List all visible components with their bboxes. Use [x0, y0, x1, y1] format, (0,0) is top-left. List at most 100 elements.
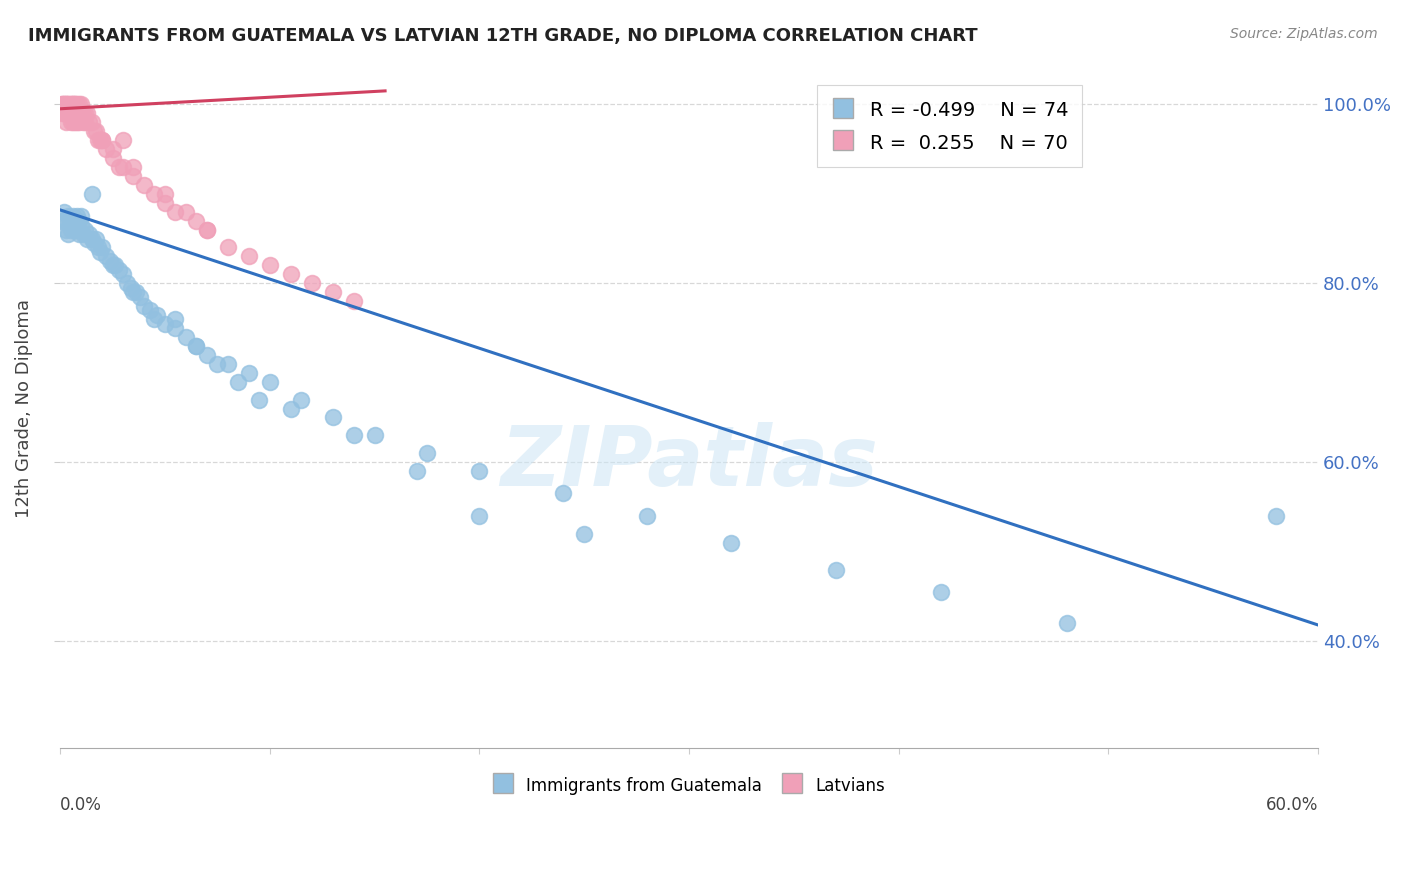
Point — [62, 209, 84, 223]
Point — [132, 299, 155, 313]
Point — [70, 97, 93, 112]
Point — [122, 169, 145, 183]
Point — [55, 115, 77, 129]
Point — [67, 115, 90, 129]
Point — [1056, 616, 1078, 631]
Point — [238, 366, 260, 380]
Point — [259, 375, 281, 389]
Point — [174, 330, 197, 344]
Point — [122, 160, 145, 174]
Point — [55, 97, 77, 112]
Point — [80, 231, 103, 245]
Text: Source: ZipAtlas.com: Source: ZipAtlas.com — [1230, 27, 1378, 41]
Text: IMMIGRANTS FROM GUATEMALA VS LATVIAN 12TH GRADE, NO DIPLOMA CORRELATION CHART: IMMIGRANTS FROM GUATEMALA VS LATVIAN 12T… — [28, 27, 977, 45]
Text: 0.0%: 0.0% — [60, 796, 103, 814]
Point — [59, 97, 82, 112]
Point — [96, 142, 118, 156]
Point — [115, 277, 138, 291]
Point — [280, 401, 302, 416]
Point — [91, 240, 114, 254]
Point — [51, 97, 73, 112]
Point — [101, 258, 124, 272]
Point — [53, 97, 76, 112]
Point — [143, 312, 166, 326]
Point — [72, 115, 94, 129]
Y-axis label: 12th Grade, No Diploma: 12th Grade, No Diploma — [15, 299, 32, 518]
Point — [186, 339, 208, 353]
Point — [247, 392, 270, 407]
Point — [322, 410, 344, 425]
Point — [67, 97, 90, 112]
Point — [104, 258, 127, 272]
Point — [1265, 508, 1288, 523]
Point — [72, 227, 94, 241]
Point — [111, 268, 134, 282]
Point — [51, 106, 73, 120]
Point — [111, 160, 134, 174]
Text: ZIPatlas: ZIPatlas — [501, 423, 879, 503]
Point — [84, 124, 107, 138]
Point — [217, 357, 239, 371]
Point — [89, 133, 111, 147]
Point — [59, 222, 82, 236]
Point — [59, 106, 82, 120]
Point — [66, 209, 89, 223]
Point — [139, 303, 162, 318]
Point — [83, 124, 105, 138]
Point — [825, 563, 848, 577]
Point — [165, 312, 187, 326]
Text: 60.0%: 60.0% — [1265, 796, 1319, 814]
Point — [153, 186, 176, 201]
Point — [636, 508, 658, 523]
Point — [343, 294, 366, 309]
Point — [66, 218, 89, 232]
Point — [63, 97, 86, 112]
Point — [195, 348, 218, 362]
Point — [66, 106, 89, 120]
Point — [120, 281, 142, 295]
Point — [53, 106, 76, 120]
Point — [363, 428, 385, 442]
Point — [468, 464, 491, 478]
Point — [124, 285, 146, 300]
Point — [91, 133, 114, 147]
Point — [70, 218, 93, 232]
Point — [59, 97, 82, 112]
Point — [63, 222, 86, 236]
Point — [226, 375, 249, 389]
Point — [720, 535, 742, 549]
Point — [929, 585, 952, 599]
Point — [79, 115, 101, 129]
Point — [195, 222, 218, 236]
Point — [58, 97, 80, 112]
Point — [96, 249, 118, 263]
Point — [80, 186, 103, 201]
Point — [63, 106, 86, 120]
Point — [174, 204, 197, 219]
Point — [107, 160, 129, 174]
Point — [87, 240, 110, 254]
Point — [100, 253, 122, 268]
Point — [76, 106, 98, 120]
Point — [70, 209, 93, 223]
Point — [83, 235, 105, 250]
Point — [58, 209, 80, 223]
Point — [63, 115, 86, 129]
Point — [79, 227, 101, 241]
Point — [343, 428, 366, 442]
Point — [128, 290, 150, 304]
Point — [132, 178, 155, 192]
Point — [145, 308, 167, 322]
Point — [59, 115, 82, 129]
Point — [55, 97, 77, 112]
Point — [101, 151, 124, 165]
Point — [553, 486, 575, 500]
Point — [280, 268, 302, 282]
Point — [87, 133, 110, 147]
Point — [67, 106, 90, 120]
Point — [122, 285, 145, 300]
Point — [58, 106, 80, 120]
Point — [51, 97, 73, 112]
Point — [67, 227, 90, 241]
Point — [186, 213, 208, 227]
